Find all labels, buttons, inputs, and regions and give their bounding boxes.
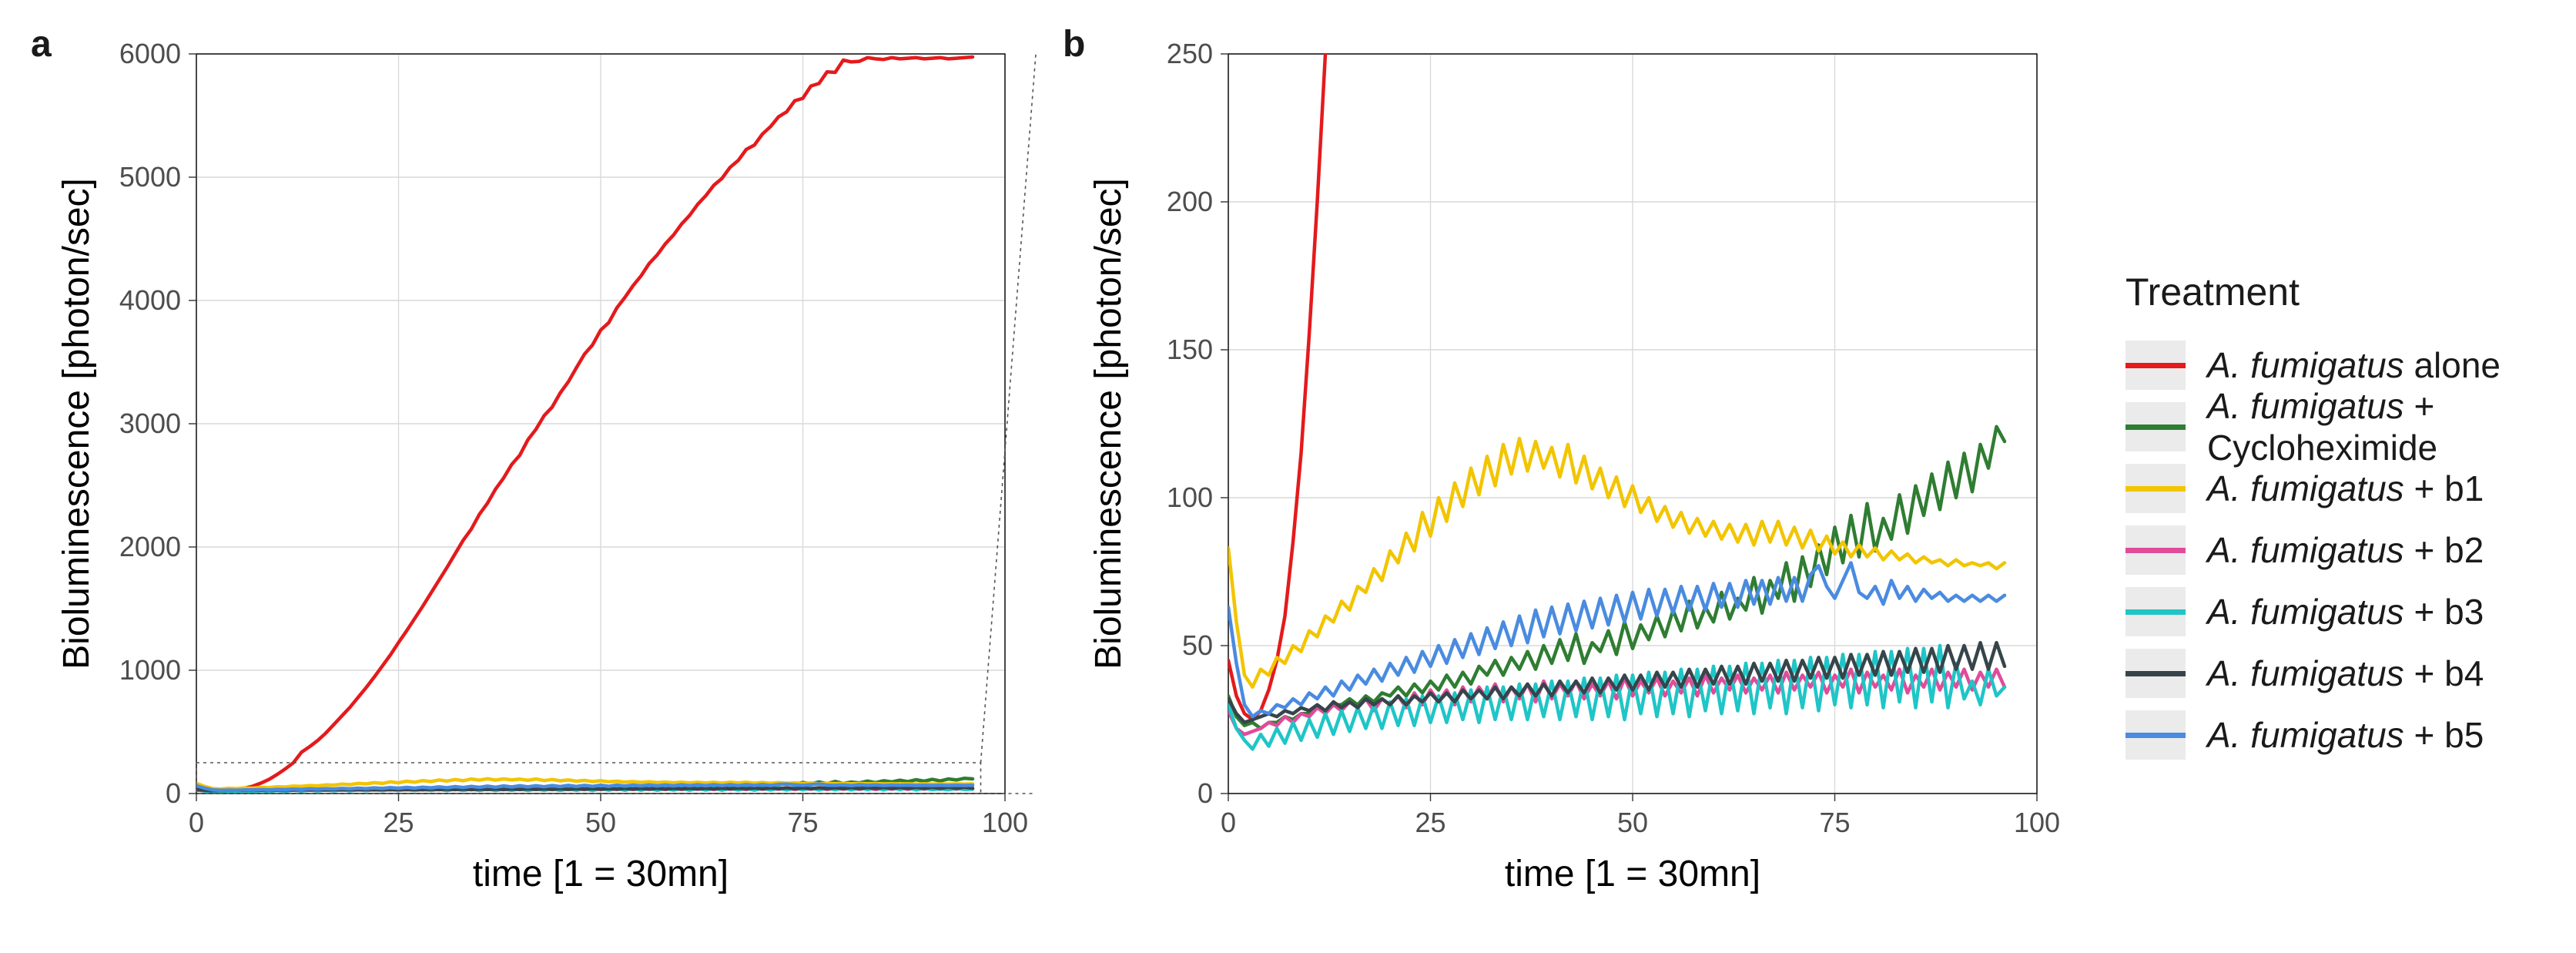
legend-swatch	[2125, 710, 2186, 760]
panel-a-svg: 02550751000100020003000400050006000Biolu…	[31, 23, 1047, 932]
y-tick-label: 5000	[119, 161, 181, 193]
x-tick-label: 100	[982, 807, 1028, 838]
x-tick-label: 0	[1221, 807, 1236, 838]
y-tick-label: 100	[1167, 482, 1213, 513]
legend-swatch	[2125, 341, 2186, 390]
grid	[196, 54, 1005, 794]
series-blue	[1228, 563, 2005, 717]
y-axis-title: Bioluminescence [photon/sec]	[1088, 178, 1129, 669]
x-tick-label: 75	[787, 807, 818, 838]
x-axis-title: time [1 = 30mn]	[1505, 854, 1760, 894]
x-tick-label: 100	[2014, 807, 2060, 838]
y-tick-label: 0	[1198, 777, 1213, 809]
x-tick-label: 25	[383, 807, 414, 838]
series-red	[1228, 23, 2005, 720]
y-tick-label: 50	[1182, 629, 1213, 661]
x-tick-label: 0	[189, 807, 204, 838]
legend-swatch	[2125, 525, 2186, 575]
x-tick-label: 75	[1819, 807, 1850, 838]
y-tick-label: 250	[1167, 38, 1213, 69]
legend-item-magenta: A. fumigatus + b2	[2125, 519, 2545, 581]
panel-a-label: a	[31, 23, 52, 65]
x-axis-title: time [1 = 30mn]	[473, 854, 729, 894]
legend-item-dark: A. fumigatus + b4	[2125, 643, 2545, 704]
y-tick-label: 6000	[119, 38, 181, 69]
figure-root: a 02550751000100020003000400050006000Bio…	[0, 0, 2576, 953]
panel-b: b 0 25 50 75 100 0 50 100 150 200 250 Bioluminescen…	[1063, 23, 2079, 932]
y-tick-label: 0	[166, 777, 181, 809]
series-group	[196, 57, 973, 792]
legend-label: A. fumigatus + b4	[2207, 653, 2484, 694]
legend-label: A. fumigatus + b1	[2207, 468, 2484, 509]
y-tick-label: 3000	[119, 408, 181, 439]
legend-label: A. fumigatus + b2	[2207, 529, 2484, 571]
legend: Treatment A. fumigatus aloneA. fumigatus…	[2125, 270, 2545, 766]
legend-item-green: A. fumigatus + Cycloheximide	[2125, 396, 2545, 458]
legend-label: A. fumigatus alone	[2207, 344, 2501, 386]
legend-swatch	[2125, 587, 2186, 636]
legend-label: A. fumigatus + b5	[2207, 714, 2484, 756]
panel-a: a 02550751000100020003000400050006000Bio…	[31, 23, 1047, 932]
y-tick-label: 4000	[119, 284, 181, 316]
legend-swatch	[2125, 402, 2186, 451]
legend-swatch	[2125, 464, 2186, 513]
y-axis-title: Bioluminescence [photon/sec]	[56, 178, 97, 669]
zoom-connector-top	[981, 54, 1037, 763]
legend-title: Treatment	[2125, 270, 2545, 314]
legend-label: A. fumigatus + Cycloheximide	[2207, 385, 2545, 468]
y-tick-label: 2000	[119, 531, 181, 562]
y-tick-label: 200	[1167, 186, 1213, 217]
legend-items: A. fumigatus aloneA. fumigatus + Cyclohe…	[2125, 334, 2545, 766]
panel-b-label: b	[1063, 23, 1085, 65]
x-tick-label: 50	[585, 807, 616, 838]
panel-b-svg: 0 25 50 75 100 0 50 100 150 200 250 Bioluminescence…	[1063, 23, 2079, 932]
y-tick-label: 150	[1167, 334, 1213, 365]
legend-swatch	[2125, 649, 2186, 698]
series-group	[1228, 23, 2005, 749]
x-tick-label: 25	[1415, 807, 1445, 838]
legend-item-cyan: A. fumigatus + b3	[2125, 581, 2545, 643]
x-tick-label: 50	[1617, 807, 1648, 838]
y-tick-label: 1000	[119, 654, 181, 686]
legend-label: A. fumigatus + b3	[2207, 591, 2484, 633]
legend-item-blue: A. fumigatus + b5	[2125, 704, 2545, 766]
